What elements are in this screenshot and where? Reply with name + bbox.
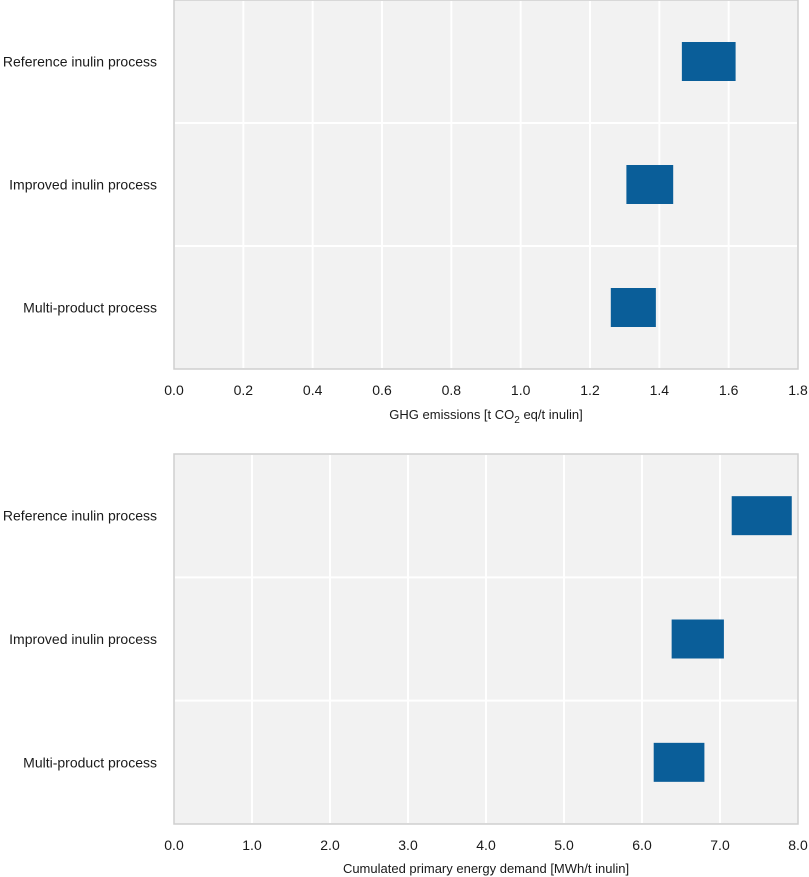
ghg-bar xyxy=(626,165,674,204)
ghg-category-label: Improved inulin process xyxy=(9,177,157,193)
ghg-x-tick-label: 0.0 xyxy=(164,382,184,398)
energy-bar xyxy=(671,619,724,659)
ghg-x-tick-label: 1.8 xyxy=(788,382,808,398)
ghg-bar xyxy=(681,42,736,81)
energy-bar xyxy=(731,496,792,536)
ghg-x-tick-label: 0.8 xyxy=(442,382,462,398)
energy-x-tick-label: 0.0 xyxy=(164,837,184,853)
energy-category-label: Reference inulin process xyxy=(3,508,157,524)
ghg-x-tick-label: 0.4 xyxy=(303,382,323,398)
ghg-bar xyxy=(610,288,656,327)
energy-x-tick-labels: 0.0 1.0 2.0 3.0 4.0 5.0 6.0 7.0 8.0 xyxy=(164,837,808,853)
energy-bars xyxy=(653,496,792,782)
ghg-x-tick-label: 1.0 xyxy=(511,382,531,398)
ghg-x-tick-label: 1.4 xyxy=(650,382,670,398)
ghg-x-tick-label: 0.2 xyxy=(234,382,254,398)
energy-category-labels: Reference inulin process Improved inulin … xyxy=(3,508,157,771)
ghg-x-axis-label: GHG emissions [t CO2 eq/t inulin] xyxy=(389,407,582,426)
energy-x-tick-label: 7.0 xyxy=(710,837,730,853)
ghg-chart: Reference inulin process Improved inulin … xyxy=(3,0,808,426)
energy-x-tick-label: 5.0 xyxy=(554,837,574,853)
energy-x-tick-label: 3.0 xyxy=(398,837,418,853)
ghg-x-tick-label: 0.6 xyxy=(372,382,392,398)
ghg-bars xyxy=(610,42,736,327)
energy-gridlines xyxy=(175,455,797,823)
energy-x-tick-label: 6.0 xyxy=(632,837,652,853)
energy-bar xyxy=(653,742,705,782)
energy-category-label: Improved inulin process xyxy=(9,631,157,647)
energy-x-tick-label: 8.0 xyxy=(788,837,808,853)
energy-category-label: Multi-product process xyxy=(23,754,157,770)
energy-x-tick-label: 2.0 xyxy=(320,837,340,853)
ghg-x-tick-label: 1.2 xyxy=(580,382,600,398)
energy-x-axis-label: Cumulated primary energy demand [MWh/t i… xyxy=(343,861,629,876)
ghg-category-label: Reference inulin process xyxy=(3,54,157,70)
ghg-x-tick-labels: 0.0 0.2 0.4 0.6 0.8 1.0 1.2 1.4 1.6 1.8 xyxy=(164,382,808,398)
ghg-x-tick-label: 1.6 xyxy=(719,382,739,398)
energy-chart: Reference inulin process Improved inulin … xyxy=(3,453,808,876)
energy-x-tick-label: 4.0 xyxy=(476,837,496,853)
ghg-category-label: Multi-product process xyxy=(23,300,157,316)
ghg-category-labels: Reference inulin process Improved inulin … xyxy=(3,54,157,316)
energy-x-tick-label: 1.0 xyxy=(242,837,262,853)
